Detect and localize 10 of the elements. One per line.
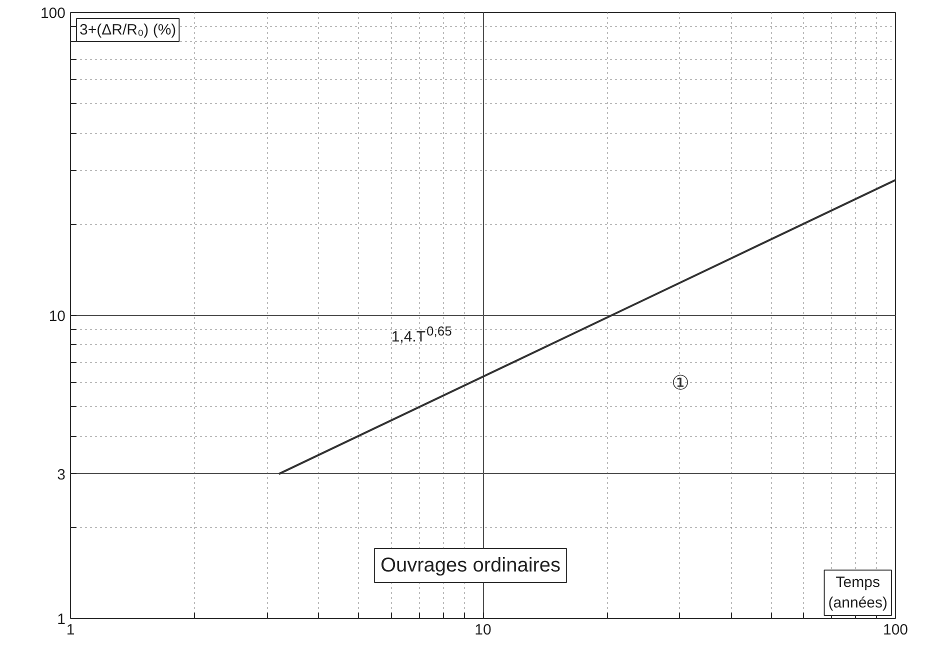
x-tick-label: 10 [474, 622, 492, 638]
y-tick-label: 3 [57, 466, 66, 484]
y-axis-title: 3+(ΔR/R₀) (%) [80, 22, 176, 38]
y-tick-label: 100 [40, 5, 66, 22]
annotation: ① [672, 372, 690, 394]
x-axis-title: Temps (années) [828, 574, 888, 612]
y-tick-label: 1 [57, 611, 66, 628]
annotation: Ouvrages ordinaires [380, 554, 561, 576]
x-tick-label: 100 [882, 622, 908, 638]
y-tick-label: 10 [48, 308, 66, 325]
